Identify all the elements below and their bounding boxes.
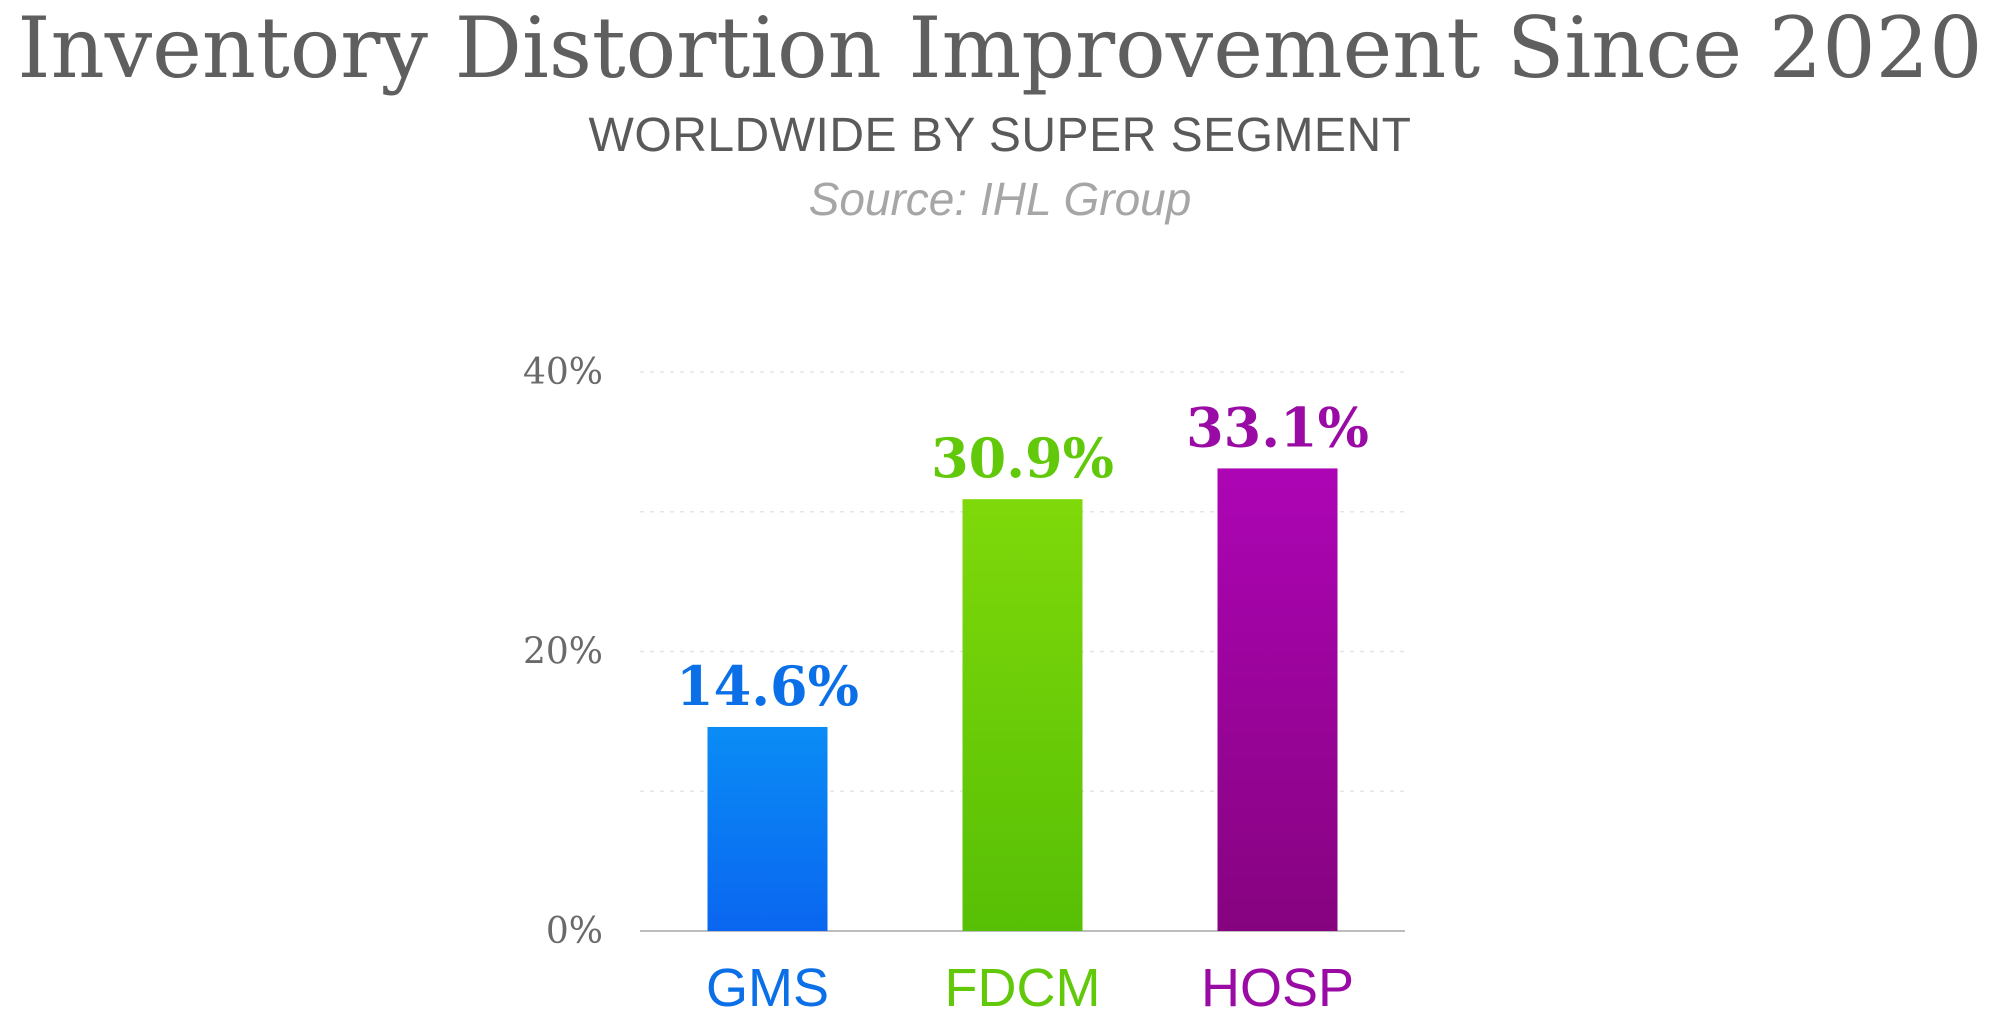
y-tick-label: 0%: [546, 911, 603, 952]
bars: [707, 468, 1338, 931]
chart-title: Inventory Distortion Improvement Since 2…: [17, 0, 1983, 97]
category-labels: GMS FDCM HOSP: [706, 958, 1354, 1018]
y-axis-ticks: 0% 20% 40%: [523, 352, 603, 952]
category-label-gms: GMS: [706, 958, 829, 1018]
bar-fdcm: [962, 499, 1083, 931]
y-tick-label: 20%: [523, 632, 603, 673]
data-label-fdcm: 30.9%: [931, 426, 1114, 490]
chart-source: Source: IHL Group: [808, 173, 1192, 225]
data-label-hosp: 33.1%: [1186, 395, 1369, 459]
data-labels: 14.6% 30.9% 33.1%: [676, 395, 1369, 718]
category-label-hosp: HOSP: [1201, 958, 1354, 1018]
y-tick-label: 40%: [523, 352, 603, 393]
data-label-gms: 14.6%: [676, 654, 859, 718]
category-label-fdcm: FDCM: [945, 958, 1101, 1018]
chart-subtitle: WORLDWIDE BY SUPER SEGMENT: [588, 109, 1412, 162]
bar-hosp: [1217, 468, 1338, 931]
bar-gms: [707, 726, 828, 931]
